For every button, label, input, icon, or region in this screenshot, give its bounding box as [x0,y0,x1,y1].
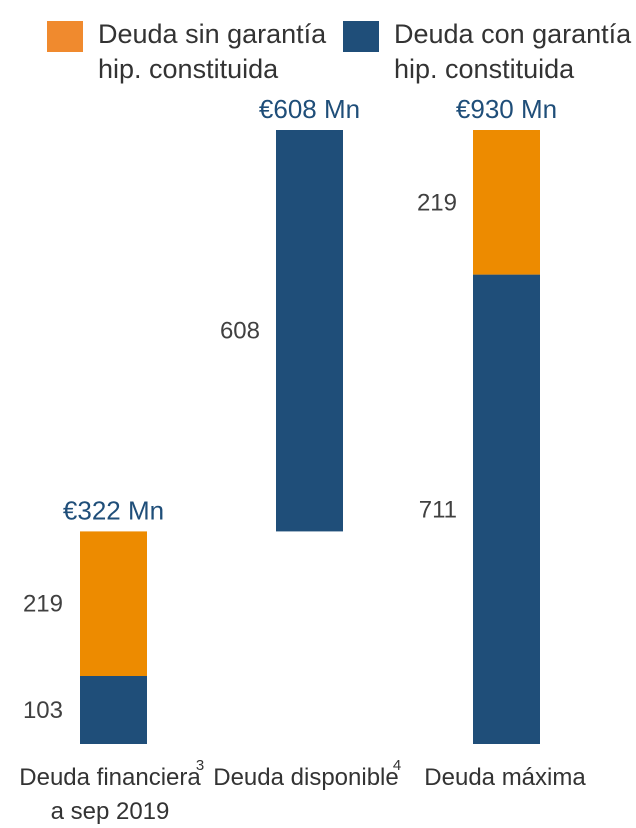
bar-con-0 [80,675,147,744]
value-label-sin-0: 219 [23,591,63,618]
legend-label-con-1: hip. constituida [394,54,575,84]
total-label-0: €322 Mn [63,495,164,525]
legend-label-sin-1: hip. constituida [98,54,279,84]
footnote-marker-1: 4 [393,757,401,774]
legend: Deuda sin garantía hip. constituida Deuda … [47,19,632,84]
bar-sin-2 [473,130,540,275]
category-label-1-0: Deuda disponible [213,764,398,791]
category-labels: Deuda financiera a sep 2019 3 Deuda disponi… [19,757,586,825]
legend-swatch-con [343,21,379,52]
value-labels: 103 219 €322 Mn 608 €608 Mn 711 219 €930 Mn [23,94,557,724]
legend-label-con-0: Deuda con garantía [394,19,632,49]
footnote-marker-0: 3 [196,757,204,774]
category-label-0-0: Deuda financiera [19,764,201,791]
category-label-0-1: a sep 2019 [51,798,170,825]
total-label-1: €608 Mn [259,94,360,124]
legend-label-sin-0: Deuda sin garantía [98,19,327,49]
value-label-con-2: 711 [419,496,457,523]
category-label-2-0: Deuda máxima [424,764,586,791]
bar-sin-0 [80,531,147,676]
value-label-con-0: 103 [23,697,63,724]
legend-swatch-sin [47,21,83,52]
total-label-2: €930 Mn [456,94,557,124]
bar-con-1 [276,130,343,532]
value-label-con-1: 608 [220,318,260,345]
bars [80,130,540,744]
value-label-sin-2: 219 [417,189,457,216]
bar-con-2 [473,274,540,744]
